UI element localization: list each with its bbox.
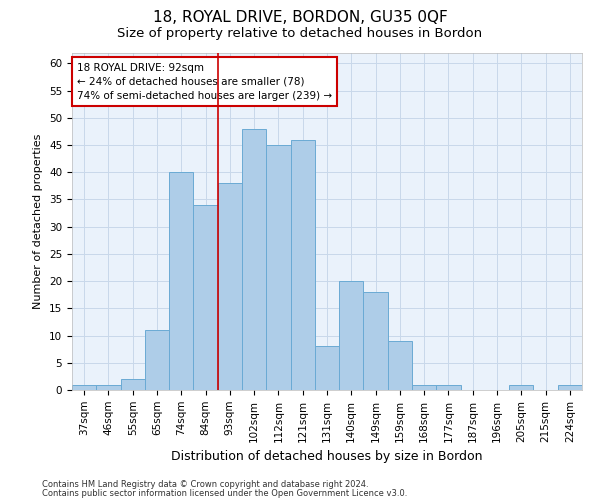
- Bar: [412, 384, 436, 390]
- Bar: [509, 384, 533, 390]
- Bar: [72, 384, 96, 390]
- Bar: [121, 379, 145, 390]
- Bar: [315, 346, 339, 390]
- Bar: [290, 140, 315, 390]
- X-axis label: Distribution of detached houses by size in Bordon: Distribution of detached houses by size …: [171, 450, 483, 463]
- Text: Contains public sector information licensed under the Open Government Licence v3: Contains public sector information licen…: [42, 489, 407, 498]
- Bar: [339, 281, 364, 390]
- Text: Contains HM Land Registry data © Crown copyright and database right 2024.: Contains HM Land Registry data © Crown c…: [42, 480, 368, 489]
- Bar: [364, 292, 388, 390]
- Text: 18 ROYAL DRIVE: 92sqm
← 24% of detached houses are smaller (78)
74% of semi-deta: 18 ROYAL DRIVE: 92sqm ← 24% of detached …: [77, 62, 332, 100]
- Bar: [218, 183, 242, 390]
- Bar: [242, 128, 266, 390]
- Text: 18, ROYAL DRIVE, BORDON, GU35 0QF: 18, ROYAL DRIVE, BORDON, GU35 0QF: [152, 10, 448, 25]
- Bar: [266, 145, 290, 390]
- Bar: [436, 384, 461, 390]
- Bar: [388, 341, 412, 390]
- Bar: [169, 172, 193, 390]
- Bar: [193, 205, 218, 390]
- Bar: [96, 384, 121, 390]
- Text: Size of property relative to detached houses in Bordon: Size of property relative to detached ho…: [118, 28, 482, 40]
- Y-axis label: Number of detached properties: Number of detached properties: [34, 134, 43, 309]
- Bar: [558, 384, 582, 390]
- Bar: [145, 330, 169, 390]
